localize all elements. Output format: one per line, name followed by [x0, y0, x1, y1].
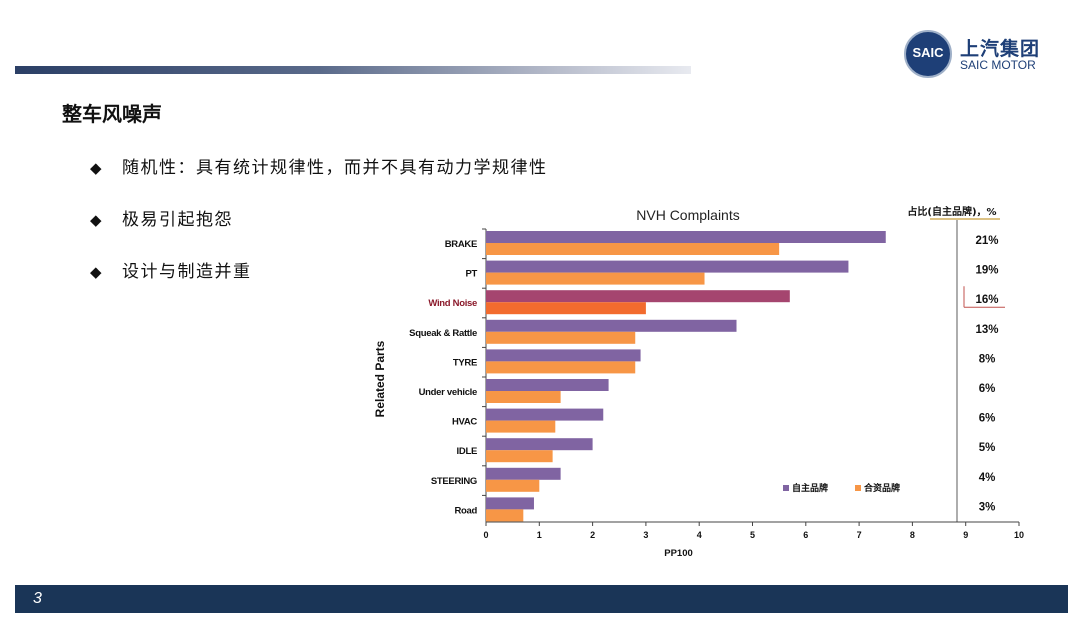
- logo-english-name: SAIC MOTOR: [960, 58, 1036, 72]
- x-tick-label: 2: [590, 530, 595, 540]
- bar-jv: [486, 302, 646, 315]
- bar-domestic: [486, 497, 534, 510]
- bar-jv: [486, 450, 553, 463]
- bar-domestic: [486, 379, 609, 391]
- page-number: 3: [33, 590, 42, 607]
- x-tick-label: 6: [803, 530, 808, 540]
- bar-jv: [486, 479, 540, 492]
- bullet-text: 设计与制造并重: [122, 262, 252, 282]
- category-label: Under vehicle: [419, 387, 477, 398]
- share-value: 6%: [979, 413, 996, 425]
- legend-swatch: [855, 485, 861, 491]
- x-axis-label: PP100: [664, 548, 693, 559]
- bullet-item: ◆ 极易引起抱怨: [90, 207, 548, 259]
- chart-title: NVH Complaints: [636, 207, 739, 223]
- category-label: Squeak & Rattle: [409, 328, 477, 339]
- x-tick-label: 9: [963, 530, 968, 540]
- bullet-text: 随机性：具有统计规律性，而并不具有动力学规律性: [122, 158, 548, 178]
- bullet-list: ◆ 随机性：具有统计规律性，而并不具有动力学规律性 ◆ 极易引起抱怨 ◆ 设计与…: [90, 155, 548, 311]
- bar-jv: [486, 331, 636, 344]
- saic-emblem-icon: SAIC: [904, 30, 952, 78]
- x-tick-label: 3: [643, 530, 648, 540]
- category-label: TYRE: [453, 357, 477, 368]
- share-value: 3%: [979, 501, 996, 513]
- top-accent-bar: [15, 66, 691, 74]
- share-value: 6%: [979, 383, 996, 395]
- bar-jv: [486, 361, 636, 374]
- bar-domestic: [486, 231, 886, 243]
- category-label: IDLE: [457, 446, 477, 457]
- legend-swatch: [783, 485, 789, 491]
- y-axis-label: Related Parts: [373, 340, 387, 417]
- share-value: 4%: [979, 472, 996, 484]
- share-value: 19%: [975, 265, 998, 277]
- bar-jv: [486, 509, 524, 522]
- legend-label: 自主品牌: [792, 482, 828, 494]
- x-tick-label: 10: [1014, 530, 1024, 540]
- logo-chinese-name: 上汽集团: [960, 38, 1041, 60]
- share-value: 5%: [979, 442, 996, 454]
- share-value: 16%: [975, 294, 998, 306]
- legend-label: 合资品牌: [864, 482, 900, 494]
- category-label: BRAKE: [445, 239, 477, 250]
- x-tick-label: 8: [910, 530, 915, 540]
- bar-domestic: [486, 319, 737, 332]
- bar-domestic: [486, 260, 849, 273]
- share-value: 13%: [975, 324, 998, 336]
- logo-emblem-text: SAIC: [912, 45, 944, 60]
- category-label: PT: [465, 269, 477, 280]
- bar-jv: [486, 243, 780, 255]
- diamond-bullet-icon: ◆: [90, 263, 102, 281]
- x-tick-label: 5: [750, 530, 755, 540]
- bar-jv: [486, 272, 705, 285]
- bar-domestic: [486, 290, 790, 303]
- bar-jv: [486, 391, 561, 403]
- category-label: STEERING: [431, 476, 477, 487]
- diamond-bullet-icon: ◆: [90, 211, 102, 229]
- slide-title: 整车风噪声: [62, 102, 162, 126]
- bar-domestic: [486, 349, 641, 362]
- bar-domestic: [486, 467, 561, 480]
- category-label: Road: [454, 505, 477, 516]
- x-tick-label: 7: [857, 530, 862, 540]
- bar-domestic: [486, 438, 593, 451]
- x-tick-label: 1: [537, 530, 542, 540]
- share-header: 占比(自主品牌)，%: [907, 205, 996, 218]
- x-tick-label: 4: [697, 530, 702, 540]
- diamond-bullet-icon: ◆: [90, 159, 102, 177]
- saic-logo: SAIC 上汽集团 SAIC MOTOR: [904, 28, 1054, 80]
- bar-jv: [486, 420, 556, 433]
- share-value: 8%: [979, 353, 996, 365]
- share-value: 21%: [975, 235, 998, 247]
- bar-domestic: [486, 408, 604, 421]
- category-label: HVAC: [452, 417, 477, 428]
- bullet-item: ◆ 设计与制造并重: [90, 259, 548, 311]
- category-label: Wind Noise: [428, 298, 477, 309]
- bullet-text: 极易引起抱怨: [122, 210, 233, 230]
- x-tick-label: 0: [483, 530, 488, 540]
- footer-bar: 3: [15, 585, 1068, 613]
- bullet-item: ◆ 随机性：具有统计规律性，而并不具有动力学规律性: [90, 155, 548, 207]
